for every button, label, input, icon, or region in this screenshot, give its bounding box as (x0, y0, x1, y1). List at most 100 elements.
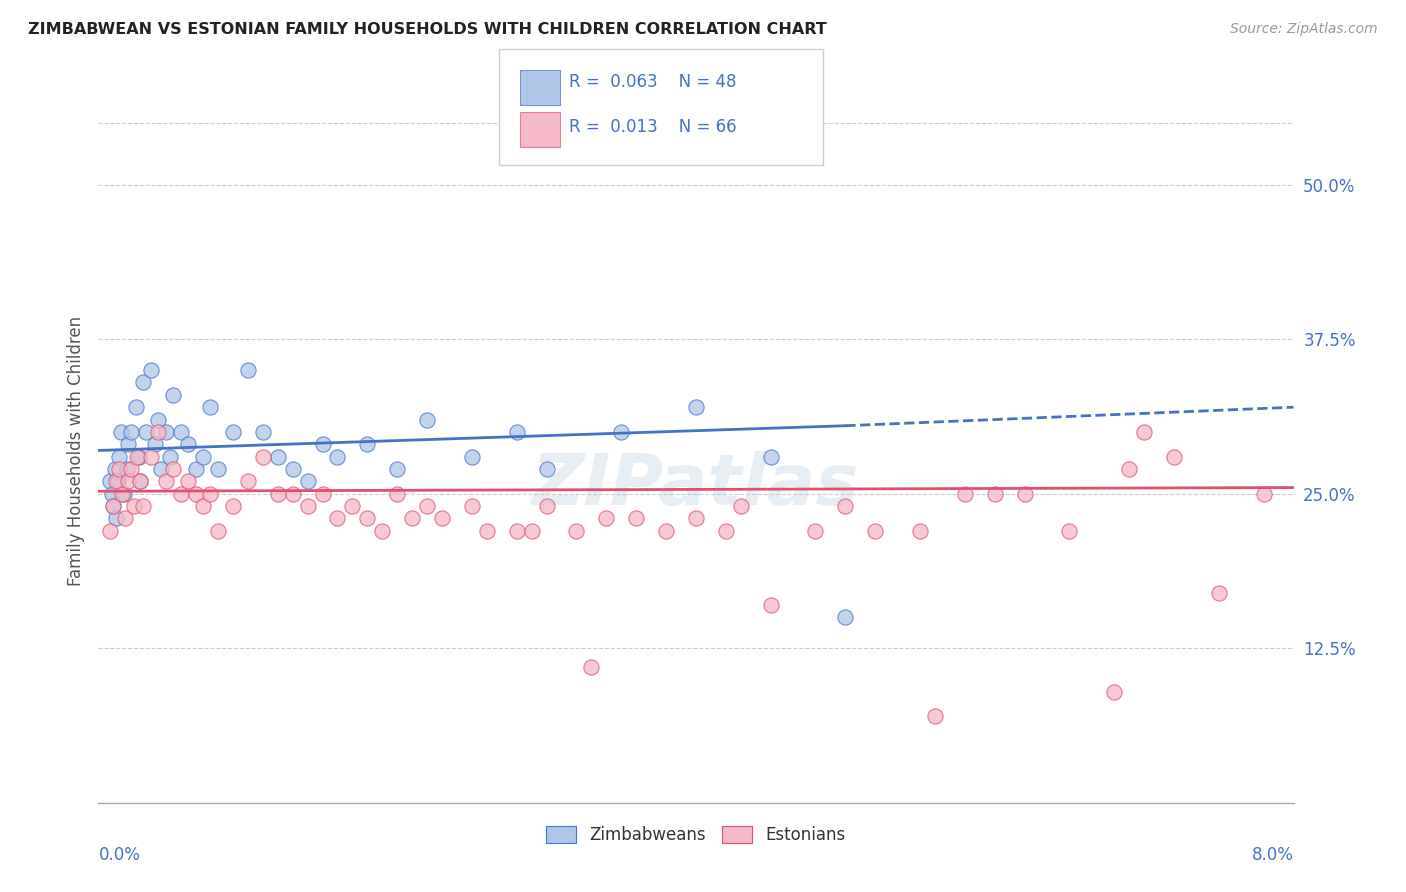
Point (111, 487, 134, 501)
Point (252, 425, 274, 439)
Point (184, 487, 207, 501)
Point (685, 400, 707, 414)
Point (1208, 585, 1230, 599)
Point (565, 524, 588, 538)
Point (430, 511, 453, 525)
Point (177, 437, 200, 451)
Text: ZIPatlas: ZIPatlas (533, 451, 859, 520)
Point (98, 475, 122, 489)
Point (461, 450, 484, 464)
Point (385, 487, 409, 501)
Point (416, 412, 439, 426)
Point (1059, 524, 1081, 538)
Point (155, 425, 177, 439)
Point (105, 511, 128, 525)
Point (581, 660, 603, 674)
Point (506, 524, 529, 538)
Legend: Zimbabweans, Estonians: Zimbabweans, Estonians (538, 820, 853, 851)
Point (191, 499, 214, 513)
Point (162, 462, 184, 476)
Point (326, 511, 349, 525)
Point (159, 450, 181, 464)
Point (536, 499, 558, 513)
Point (101, 487, 124, 501)
Point (371, 524, 394, 538)
Point (207, 524, 229, 538)
Point (108, 462, 131, 476)
Point (1014, 487, 1036, 501)
Point (129, 475, 152, 489)
Point (267, 450, 290, 464)
Point (953, 487, 976, 501)
Point (595, 511, 617, 525)
Point (236, 363, 259, 377)
Point (908, 524, 931, 538)
Point (924, 709, 946, 723)
Point (685, 511, 707, 525)
Point (169, 487, 191, 501)
Point (117, 475, 139, 489)
Point (124, 499, 146, 513)
Point (342, 499, 364, 513)
Point (105, 475, 128, 489)
Point (506, 425, 529, 439)
Point (114, 511, 136, 525)
Point (610, 425, 633, 439)
Point (148, 412, 170, 426)
Point (1104, 684, 1126, 698)
Point (139, 363, 162, 377)
Point (129, 475, 152, 489)
Point (184, 462, 207, 476)
Point (120, 425, 142, 439)
Point (1118, 462, 1140, 476)
Text: 0.0%: 0.0% (98, 847, 141, 864)
Point (148, 425, 170, 439)
Point (135, 425, 157, 439)
Point (169, 425, 191, 439)
Point (200, 487, 222, 501)
Point (311, 437, 333, 451)
Point (356, 511, 378, 525)
Point (236, 475, 259, 489)
Point (984, 487, 1007, 501)
Text: R =  0.063    N = 48: R = 0.063 N = 48 (569, 73, 737, 91)
Point (115, 462, 138, 476)
Point (132, 376, 155, 390)
Point (311, 487, 333, 501)
Point (112, 487, 135, 501)
Point (162, 388, 184, 402)
Point (759, 598, 782, 612)
Point (177, 475, 200, 489)
Text: R =  0.013    N = 66: R = 0.013 N = 66 (569, 118, 737, 136)
Point (281, 462, 304, 476)
Point (120, 462, 142, 476)
Point (356, 437, 378, 451)
Point (475, 524, 498, 538)
Point (520, 524, 543, 538)
Point (150, 462, 173, 476)
Point (267, 487, 290, 501)
Point (865, 524, 887, 538)
Point (401, 511, 423, 525)
Point (155, 475, 177, 489)
Point (281, 487, 304, 501)
Point (655, 524, 678, 538)
Y-axis label: Family Households with Children: Family Households with Children (66, 316, 84, 585)
Point (536, 462, 558, 476)
Point (297, 499, 319, 513)
Text: Source: ZipAtlas.com: Source: ZipAtlas.com (1230, 22, 1378, 37)
Point (714, 524, 737, 538)
Point (98, 524, 122, 538)
Point (125, 400, 148, 414)
Point (834, 499, 856, 513)
Point (252, 450, 274, 464)
Point (207, 462, 229, 476)
Point (1133, 425, 1156, 439)
Point (139, 450, 162, 464)
Point (297, 475, 319, 489)
Point (326, 450, 349, 464)
Point (108, 450, 131, 464)
Point (222, 499, 245, 513)
Point (107, 475, 129, 489)
Point (730, 499, 752, 513)
